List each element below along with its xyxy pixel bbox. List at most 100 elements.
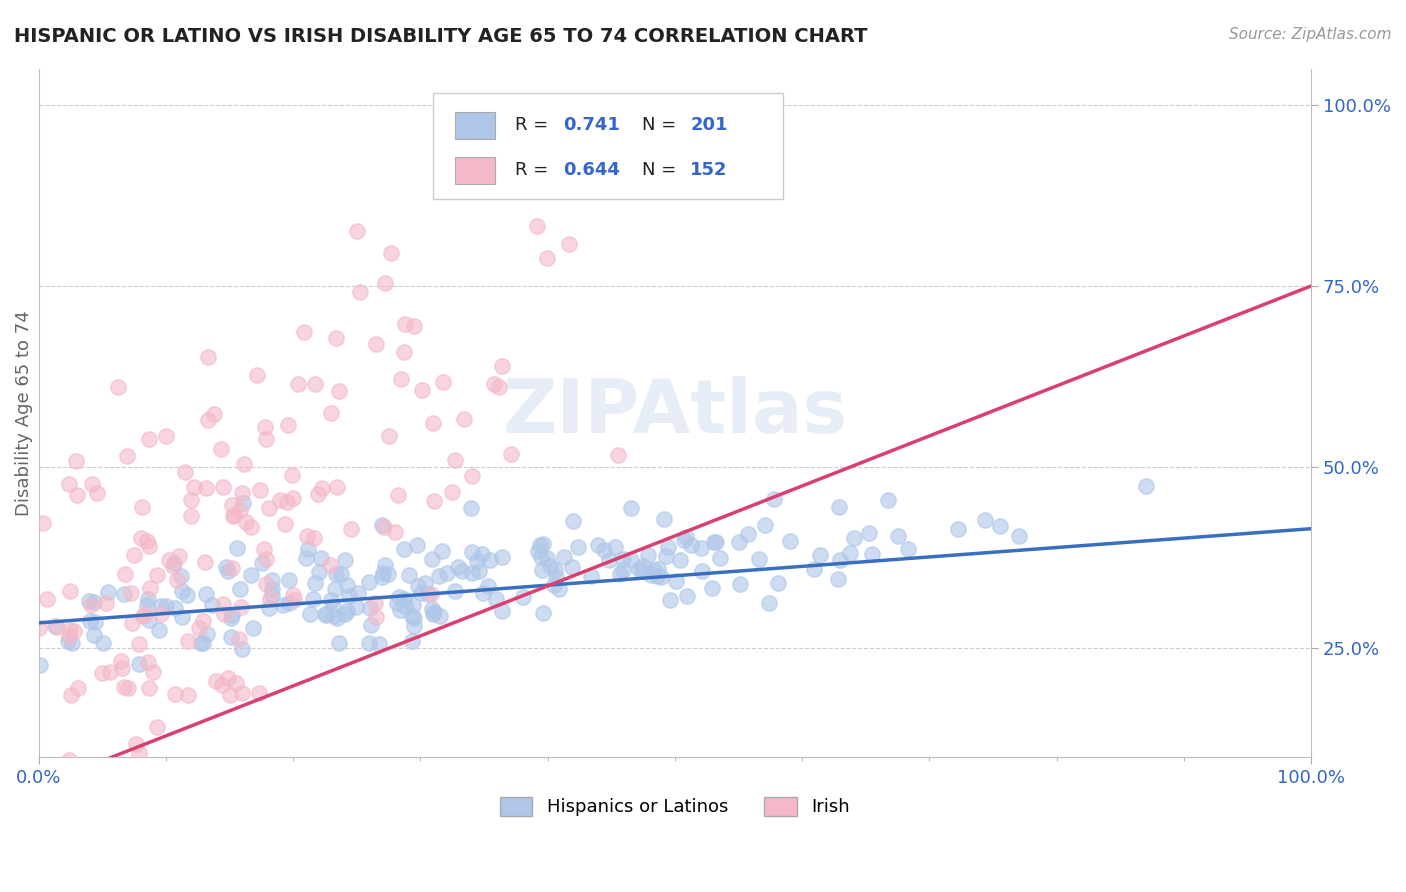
Point [59, 623, 82, 637]
Point [652, 512, 675, 526]
Point [702, 581, 724, 595]
Legend: Hispanics or Latinos, Irish: Hispanics or Latinos, Irish [492, 789, 858, 823]
Point [402, 319, 425, 334]
Point [259, 591, 281, 606]
Point [278, 573, 301, 587]
Point [209, 442, 232, 456]
Point [444, 583, 467, 598]
Point [598, 553, 620, 567]
Point [586, 537, 609, 551]
Point [377, 429, 399, 443]
Point [567, 540, 589, 554]
Point [66, 681, 89, 696]
Point [409, 586, 432, 600]
Point [125, 738, 148, 752]
Text: 152: 152 [690, 161, 728, 178]
Point [579, 569, 602, 583]
Point [392, 542, 415, 557]
Point [215, 560, 238, 574]
Point [311, 481, 333, 495]
Y-axis label: Disability Age 65 to 74: Disability Age 65 to 74 [15, 310, 32, 516]
Point [665, 574, 688, 588]
Point [107, 380, 129, 394]
Point [155, 428, 177, 442]
Point [461, 469, 484, 483]
Point [460, 501, 482, 516]
Point [322, 609, 344, 624]
Point [627, 562, 650, 576]
Point [221, 498, 243, 512]
Point [530, 549, 553, 564]
Point [603, 541, 626, 555]
Point [612, 563, 634, 577]
Point [766, 576, 789, 591]
Point [256, 432, 278, 446]
Point [114, 566, 136, 581]
Point [281, 467, 304, 482]
Point [170, 609, 193, 624]
Point [226, 541, 249, 555]
Point [211, 597, 233, 611]
Point [543, 577, 565, 591]
Point [146, 720, 169, 734]
Text: N =: N = [641, 116, 682, 134]
Point [83, 615, 105, 629]
Point [423, 605, 446, 619]
Point [336, 578, 359, 592]
Point [136, 655, 159, 669]
Point [60, 636, 83, 650]
Point [58, 628, 80, 642]
Point [269, 493, 291, 508]
Point [730, 577, 752, 591]
Point [669, 553, 692, 567]
Point [359, 601, 381, 615]
Point [165, 687, 187, 701]
Point [45, 619, 67, 633]
Point [98, 665, 121, 680]
Point [65, 454, 87, 468]
Point [304, 376, 326, 391]
Point [274, 517, 297, 532]
Point [411, 384, 433, 398]
Point [748, 552, 770, 566]
Point [163, 601, 186, 615]
Point [401, 633, 423, 648]
Point [233, 457, 256, 471]
Point [988, 519, 1011, 533]
Point [657, 540, 679, 554]
Point [371, 517, 394, 532]
Point [827, 500, 849, 514]
Point [58, 477, 80, 491]
Point [66, 488, 89, 502]
Point [501, 447, 523, 461]
Point [138, 613, 160, 627]
Text: 201: 201 [690, 116, 728, 134]
Point [322, 599, 344, 614]
Point [183, 480, 205, 494]
Point [328, 635, 350, 649]
Point [419, 587, 441, 601]
Point [188, 621, 211, 635]
Point [162, 558, 184, 573]
Point [422, 607, 444, 621]
Point [467, 564, 489, 578]
Point [170, 569, 193, 583]
Point [673, 533, 696, 547]
Point [129, 532, 152, 546]
Point [860, 547, 883, 561]
Point [488, 380, 510, 394]
Point [620, 553, 643, 567]
Point [561, 560, 583, 574]
Point [808, 548, 831, 562]
Point [548, 582, 571, 596]
Point [96, 596, 118, 610]
Point [838, 546, 860, 560]
Point [451, 564, 474, 578]
Point [360, 618, 382, 632]
Point [402, 618, 425, 632]
Point [416, 586, 439, 600]
Point [333, 607, 356, 621]
Point [35, 592, 58, 607]
Point [377, 567, 399, 582]
Point [31, 516, 53, 530]
